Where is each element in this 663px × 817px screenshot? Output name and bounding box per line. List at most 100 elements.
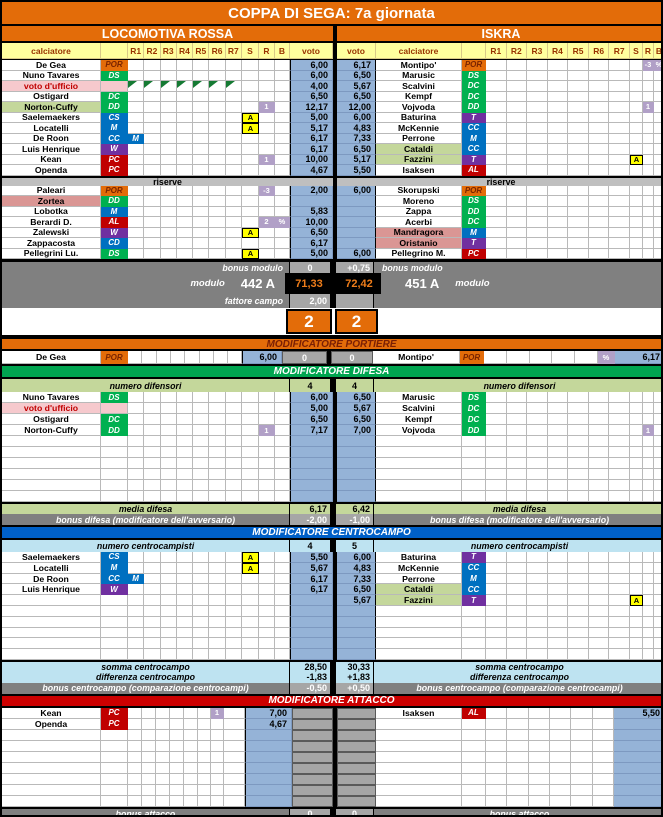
round-cell[interactable] xyxy=(527,447,548,458)
role-badge[interactable]: AL xyxy=(462,707,486,719)
role-badge[interactable]: M xyxy=(462,573,486,585)
r-cell[interactable] xyxy=(211,795,224,807)
round-cell[interactable] xyxy=(527,81,548,92)
round-cell[interactable] xyxy=(209,102,226,113)
round-cell[interactable] xyxy=(160,469,177,480)
role-badge[interactable]: POR xyxy=(460,351,484,364)
numero-difensori-left[interactable]: 4 xyxy=(289,379,331,392)
round-cell[interactable] xyxy=(568,154,589,165)
s-cell[interactable]: A xyxy=(242,123,259,134)
round-cell[interactable] xyxy=(176,605,194,617)
round-cell[interactable] xyxy=(588,185,610,196)
s-cell[interactable] xyxy=(198,729,211,741)
r-cell[interactable] xyxy=(642,458,654,469)
round-cell[interactable] xyxy=(176,425,194,436)
round-cell[interactable] xyxy=(209,81,226,92)
role-badge-cell[interactable] xyxy=(462,627,486,639)
round-cell[interactable] xyxy=(486,605,507,617)
round-cell[interactable] xyxy=(144,112,161,123)
role-badge-cell[interactable] xyxy=(101,458,128,469)
r-cell[interactable] xyxy=(642,144,654,155)
player-name-cell[interactable]: Ostigard xyxy=(2,414,101,425)
voto-cell[interactable] xyxy=(337,605,376,617)
round-cell[interactable] xyxy=(209,238,226,249)
round-cell[interactable] xyxy=(193,133,210,144)
bonus-attacco-right[interactable]: 0 xyxy=(335,808,374,815)
round-cell[interactable] xyxy=(225,102,242,113)
player-name-cell[interactable] xyxy=(376,458,462,469)
round-cell[interactable] xyxy=(568,425,589,436)
round-cell[interactable] xyxy=(588,414,610,425)
round-cell[interactable] xyxy=(506,165,528,176)
round-cell[interactable] xyxy=(225,480,242,491)
r-cell[interactable] xyxy=(642,573,654,585)
role-badge[interactable]: M xyxy=(101,123,128,134)
voto-cell[interactable]: 7,00 xyxy=(337,425,376,436)
round-cell[interactable] xyxy=(128,562,145,574)
round-cell[interactable] xyxy=(528,707,550,719)
b-cell[interactable] xyxy=(224,729,245,741)
round-cell[interactable] xyxy=(547,605,569,617)
round-cell[interactable] xyxy=(193,165,210,176)
round-cell[interactable] xyxy=(144,480,161,491)
round-cell[interactable] xyxy=(144,425,161,436)
round-cell[interactable] xyxy=(225,562,242,574)
r-cell[interactable]: -3 xyxy=(642,60,654,71)
round-cell[interactable] xyxy=(128,102,145,113)
round-cell[interactable] xyxy=(225,425,242,436)
s-cell[interactable] xyxy=(213,351,228,364)
player-name-cell[interactable] xyxy=(2,605,101,617)
round-cell[interactable] xyxy=(547,638,569,650)
round-cell[interactable] xyxy=(506,91,528,102)
b-cell[interactable] xyxy=(275,552,290,563)
player-name-cell[interactable]: Fazzini xyxy=(376,154,462,165)
role-badge-cell[interactable] xyxy=(101,740,128,752)
s-cell[interactable] xyxy=(242,414,259,425)
round-cell[interactable] xyxy=(144,595,161,606)
round-cell[interactable] xyxy=(547,112,569,123)
round-cell[interactable] xyxy=(506,102,528,113)
round-cell[interactable] xyxy=(209,185,226,196)
player-name-cell[interactable]: Nuno Tavares xyxy=(2,70,101,81)
round-cell[interactable] xyxy=(592,773,614,785)
role-badge[interactable]: POR xyxy=(462,60,486,71)
s-cell[interactable] xyxy=(198,784,211,796)
voto-cell[interactable]: 5,67 xyxy=(337,403,376,414)
round-cell[interactable] xyxy=(209,469,226,480)
player-name-cell[interactable] xyxy=(376,616,462,628)
b-cell[interactable] xyxy=(275,584,290,596)
round-cell[interactable] xyxy=(199,351,214,364)
round-cell[interactable] xyxy=(144,133,161,144)
r-cell[interactable]: 1 xyxy=(211,707,224,719)
round-cell[interactable] xyxy=(568,217,589,228)
voto-cell[interactable] xyxy=(337,480,376,491)
role-badge[interactable]: POR xyxy=(101,60,128,71)
role-badge[interactable]: DD xyxy=(101,196,128,207)
round-cell[interactable] xyxy=(144,605,161,617)
round-cell[interactable] xyxy=(568,595,589,606)
round-cell[interactable] xyxy=(209,227,226,238)
role-badge-cell[interactable] xyxy=(101,480,128,491)
round-cell[interactable] xyxy=(527,595,548,606)
voto-cell[interactable]: 5,67 xyxy=(337,81,376,92)
b-cell[interactable] xyxy=(275,102,290,113)
b-cell[interactable] xyxy=(224,784,245,796)
round-cell[interactable] xyxy=(550,729,572,741)
round-cell[interactable] xyxy=(176,112,194,123)
s-cell[interactable] xyxy=(242,573,259,585)
round-cell[interactable] xyxy=(568,458,589,469)
round-cell[interactable] xyxy=(506,458,528,469)
round-cell[interactable] xyxy=(568,392,589,403)
round-cell[interactable] xyxy=(184,740,198,752)
round-cell[interactable] xyxy=(529,351,553,364)
round-cell[interactable] xyxy=(527,154,548,165)
role-badge[interactable]: AL xyxy=(101,217,128,228)
r-cell[interactable] xyxy=(259,649,275,660)
round-cell[interactable] xyxy=(592,707,614,719)
player-name-cell[interactable]: Zortea xyxy=(2,196,101,207)
round-cell[interactable] xyxy=(547,185,569,196)
round-cell[interactable] xyxy=(588,458,610,469)
round-cell[interactable] xyxy=(193,60,210,71)
voto-cell[interactable] xyxy=(290,616,333,628)
round-cell[interactable] xyxy=(144,185,161,196)
